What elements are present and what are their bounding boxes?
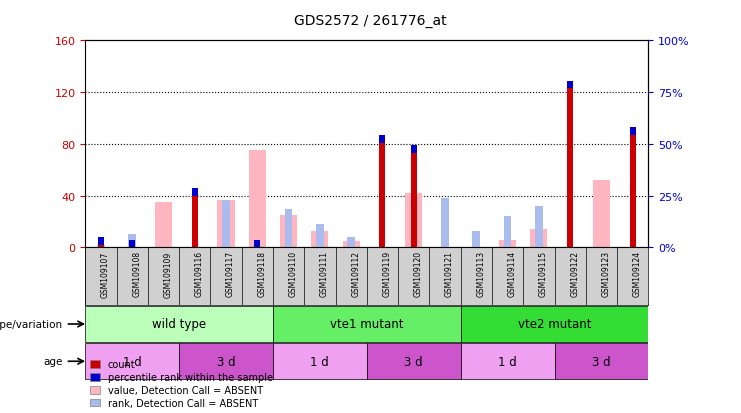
Bar (192, 188, 198, 196)
Bar (411, 150, 416, 248)
Bar (348, 237, 355, 248)
Bar (379, 135, 385, 143)
Bar (504, 217, 511, 248)
Bar (273, 344, 367, 379)
Bar (249, 151, 266, 248)
Bar (461, 306, 648, 342)
Bar (254, 240, 260, 248)
Bar (179, 344, 273, 379)
Bar (85, 344, 179, 379)
Bar (192, 192, 198, 248)
Text: GSM109117: GSM109117 (226, 251, 235, 297)
Text: GSM109118: GSM109118 (257, 251, 266, 297)
Text: GSM109114: GSM109114 (508, 251, 516, 297)
Text: GSM109110: GSM109110 (288, 251, 298, 297)
Bar (85, 306, 273, 342)
Text: GSM109113: GSM109113 (476, 251, 485, 297)
Text: 3 d: 3 d (216, 355, 236, 368)
Bar (405, 194, 422, 248)
Bar (311, 231, 328, 248)
Bar (411, 146, 416, 154)
Bar (129, 240, 135, 248)
Bar (98, 238, 104, 246)
Text: genotype/variation: genotype/variation (0, 319, 63, 329)
Bar (593, 180, 610, 248)
Bar (316, 225, 324, 248)
Bar (630, 132, 636, 248)
Bar (128, 235, 136, 248)
Bar (98, 245, 104, 248)
Bar (441, 199, 449, 248)
Bar (280, 216, 297, 248)
Bar (567, 81, 574, 89)
Text: GSM109111: GSM109111 (320, 251, 329, 297)
Bar (155, 203, 172, 248)
Bar (285, 209, 293, 248)
Text: 3 d: 3 d (405, 355, 423, 368)
Bar (499, 240, 516, 248)
Text: GSM109107: GSM109107 (101, 251, 110, 297)
Bar (273, 306, 461, 342)
Bar (535, 206, 542, 248)
Bar (567, 85, 574, 248)
Bar (554, 344, 648, 379)
Text: GSM109123: GSM109123 (602, 251, 611, 297)
Bar (379, 140, 385, 248)
Text: GSM109108: GSM109108 (132, 251, 141, 297)
Text: GSM109109: GSM109109 (164, 251, 173, 297)
Text: age: age (43, 356, 63, 366)
Text: GSM109120: GSM109120 (413, 251, 422, 297)
Bar (342, 241, 359, 248)
Text: vte2 mutant: vte2 mutant (518, 318, 591, 331)
Legend: count, percentile rank within the sample, value, Detection Call = ABSENT, rank, : count, percentile rank within the sample… (90, 360, 273, 408)
Bar (222, 200, 230, 248)
Bar (97, 245, 104, 248)
Text: vte1 mutant: vte1 mutant (330, 318, 404, 331)
Text: 1 d: 1 d (498, 355, 517, 368)
Text: 1 d: 1 d (310, 355, 329, 368)
Text: GSM109119: GSM109119 (382, 251, 391, 297)
Bar (461, 344, 554, 379)
Bar (473, 231, 480, 248)
Text: GSM109124: GSM109124 (633, 251, 642, 297)
Text: GSM109121: GSM109121 (445, 251, 454, 297)
Text: 1 d: 1 d (123, 355, 142, 368)
Text: GSM109115: GSM109115 (539, 251, 548, 297)
Text: GDS2572 / 261776_at: GDS2572 / 261776_at (294, 14, 447, 28)
Text: 3 d: 3 d (592, 355, 611, 368)
Text: wild type: wild type (152, 318, 206, 331)
Bar (367, 344, 461, 379)
Text: GSM109122: GSM109122 (570, 251, 579, 297)
Bar (531, 230, 548, 248)
Bar (630, 128, 636, 135)
Bar (217, 200, 235, 248)
Text: GSM109112: GSM109112 (351, 251, 360, 297)
Text: GSM109116: GSM109116 (195, 251, 204, 297)
